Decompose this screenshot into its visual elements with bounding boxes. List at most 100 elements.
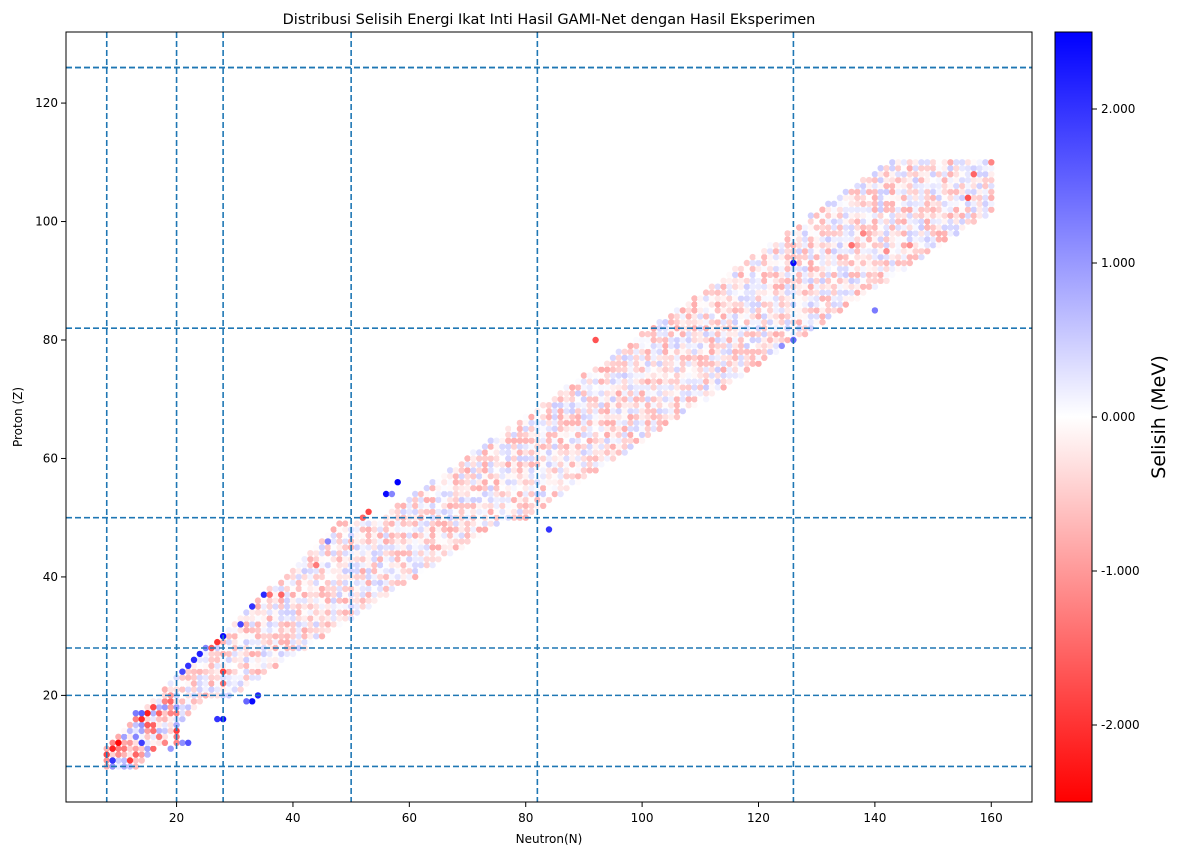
nuclide-point <box>510 502 518 509</box>
nuclide-point <box>784 313 791 320</box>
nuclide-point <box>982 165 989 172</box>
nuclide-point <box>540 467 547 474</box>
nuclide-point <box>766 342 774 350</box>
nuclide-point <box>918 194 925 201</box>
nuclide-point <box>801 236 809 243</box>
nuclide-point <box>190 662 198 669</box>
nuclide-point <box>487 461 494 468</box>
nuclide-point <box>138 721 145 729</box>
nuclide-point <box>353 609 361 616</box>
nuclide-point <box>650 354 657 361</box>
nuclide-point <box>755 360 762 367</box>
nuclide-point <box>342 526 349 533</box>
nuclide-point <box>266 597 273 604</box>
nuclide-point <box>266 656 273 663</box>
nuclide-point <box>883 224 890 231</box>
nuclide-point <box>394 579 401 586</box>
nuclide-point <box>982 212 989 219</box>
nuclide-point <box>650 407 657 415</box>
nuclide-point <box>336 520 343 527</box>
nuclide-point <box>353 591 361 598</box>
nuclide-point <box>505 437 512 444</box>
nuclide-point <box>941 200 948 207</box>
nuclide-point <box>912 171 919 178</box>
nuclide-point <box>836 307 844 314</box>
nuclide-point <box>260 591 268 598</box>
nuclide-point <box>877 230 884 237</box>
nuclide-point <box>121 757 128 764</box>
nuclide-point <box>208 668 215 675</box>
nuclide-point <box>121 727 128 735</box>
nuclide-point <box>877 188 884 196</box>
nuclide-point <box>860 224 867 231</box>
nuclide-point <box>691 354 698 361</box>
nuclide-point <box>295 638 302 646</box>
nuclide-point <box>749 354 756 361</box>
nuclide-point <box>656 378 663 385</box>
nuclide-point <box>249 615 256 622</box>
nuclide-point <box>371 520 378 527</box>
nuclide-point <box>807 313 815 320</box>
nuclide-point <box>313 556 320 563</box>
nuclide-point <box>778 248 785 255</box>
nuclide-point <box>615 431 622 438</box>
nuclide-point <box>249 644 256 652</box>
nuclide-point <box>662 413 669 421</box>
nuclide-point <box>964 165 972 172</box>
nuclide-point <box>155 727 163 735</box>
nuclide-point <box>743 313 751 320</box>
nuclide-point <box>516 455 524 462</box>
nuclide-point <box>732 271 739 278</box>
nuclide-point <box>970 194 977 201</box>
nuclide-point <box>708 378 716 385</box>
nuclide-point <box>499 479 506 486</box>
nuclide-point <box>842 271 849 278</box>
nuclide-point <box>557 413 564 421</box>
nuclide-point <box>807 325 815 332</box>
nuclide-point <box>254 656 262 663</box>
nuclide-point <box>766 313 774 320</box>
nuclide-point <box>755 319 762 326</box>
nuclide-point <box>766 283 774 290</box>
nuclide-point <box>825 313 832 320</box>
nuclide-point <box>272 591 279 598</box>
nuclide-point <box>807 224 815 231</box>
nuclide-point <box>540 419 547 427</box>
nuclide-point <box>400 538 407 545</box>
nuclide-point <box>871 265 879 273</box>
nuclide-point <box>755 289 762 296</box>
nuclide-point <box>441 520 448 527</box>
nuclide-point <box>836 236 844 243</box>
nuclide-point <box>644 330 652 338</box>
nuclide-point <box>819 206 826 213</box>
nuclide-point <box>836 289 844 296</box>
nuclide-point <box>743 283 751 290</box>
nuclide-point <box>941 165 948 172</box>
nuclide-point <box>929 165 937 172</box>
nuclide-point <box>732 313 739 320</box>
nuclide-point <box>621 443 628 450</box>
nuclide-point <box>574 455 582 462</box>
nuclide-point <box>871 194 879 201</box>
nuclide-point <box>691 295 698 302</box>
nuclide-point <box>743 342 751 350</box>
nuclide-point <box>208 650 215 658</box>
nuclide-point <box>679 390 686 397</box>
nuclide-point <box>313 627 320 634</box>
nuclide-point <box>772 330 780 338</box>
nuclide-point <box>877 236 884 243</box>
nuclide-point <box>685 348 692 355</box>
nuclide-point <box>412 526 419 533</box>
nuclide-point <box>330 573 337 581</box>
nuclide-point <box>499 443 506 450</box>
nuclide-point <box>353 567 361 575</box>
nuclide-point <box>126 727 134 735</box>
nuclide-point <box>656 372 663 379</box>
nuclide-point <box>871 188 879 196</box>
nuclide-point <box>784 283 791 290</box>
nuclide-point <box>825 230 832 237</box>
nuclide-point <box>446 496 454 504</box>
nuclide-point <box>860 277 867 284</box>
nuclide-point <box>604 431 611 438</box>
nuclide-point <box>825 224 832 231</box>
